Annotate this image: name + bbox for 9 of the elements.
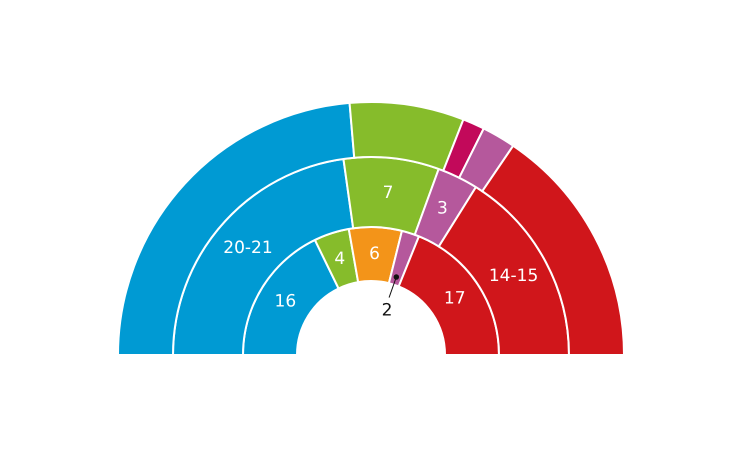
data-label: 2 [382, 300, 392, 321]
data-label: 3 [437, 198, 448, 218]
data-label: 14-15 [488, 266, 538, 286]
data-label: 6 [369, 244, 380, 264]
data-label: 16 [274, 291, 296, 312]
data-label: 4 [334, 248, 346, 269]
data-label: 7 [382, 182, 394, 203]
data-label: 17 [444, 288, 466, 309]
data-label: 20-21 [223, 238, 273, 258]
